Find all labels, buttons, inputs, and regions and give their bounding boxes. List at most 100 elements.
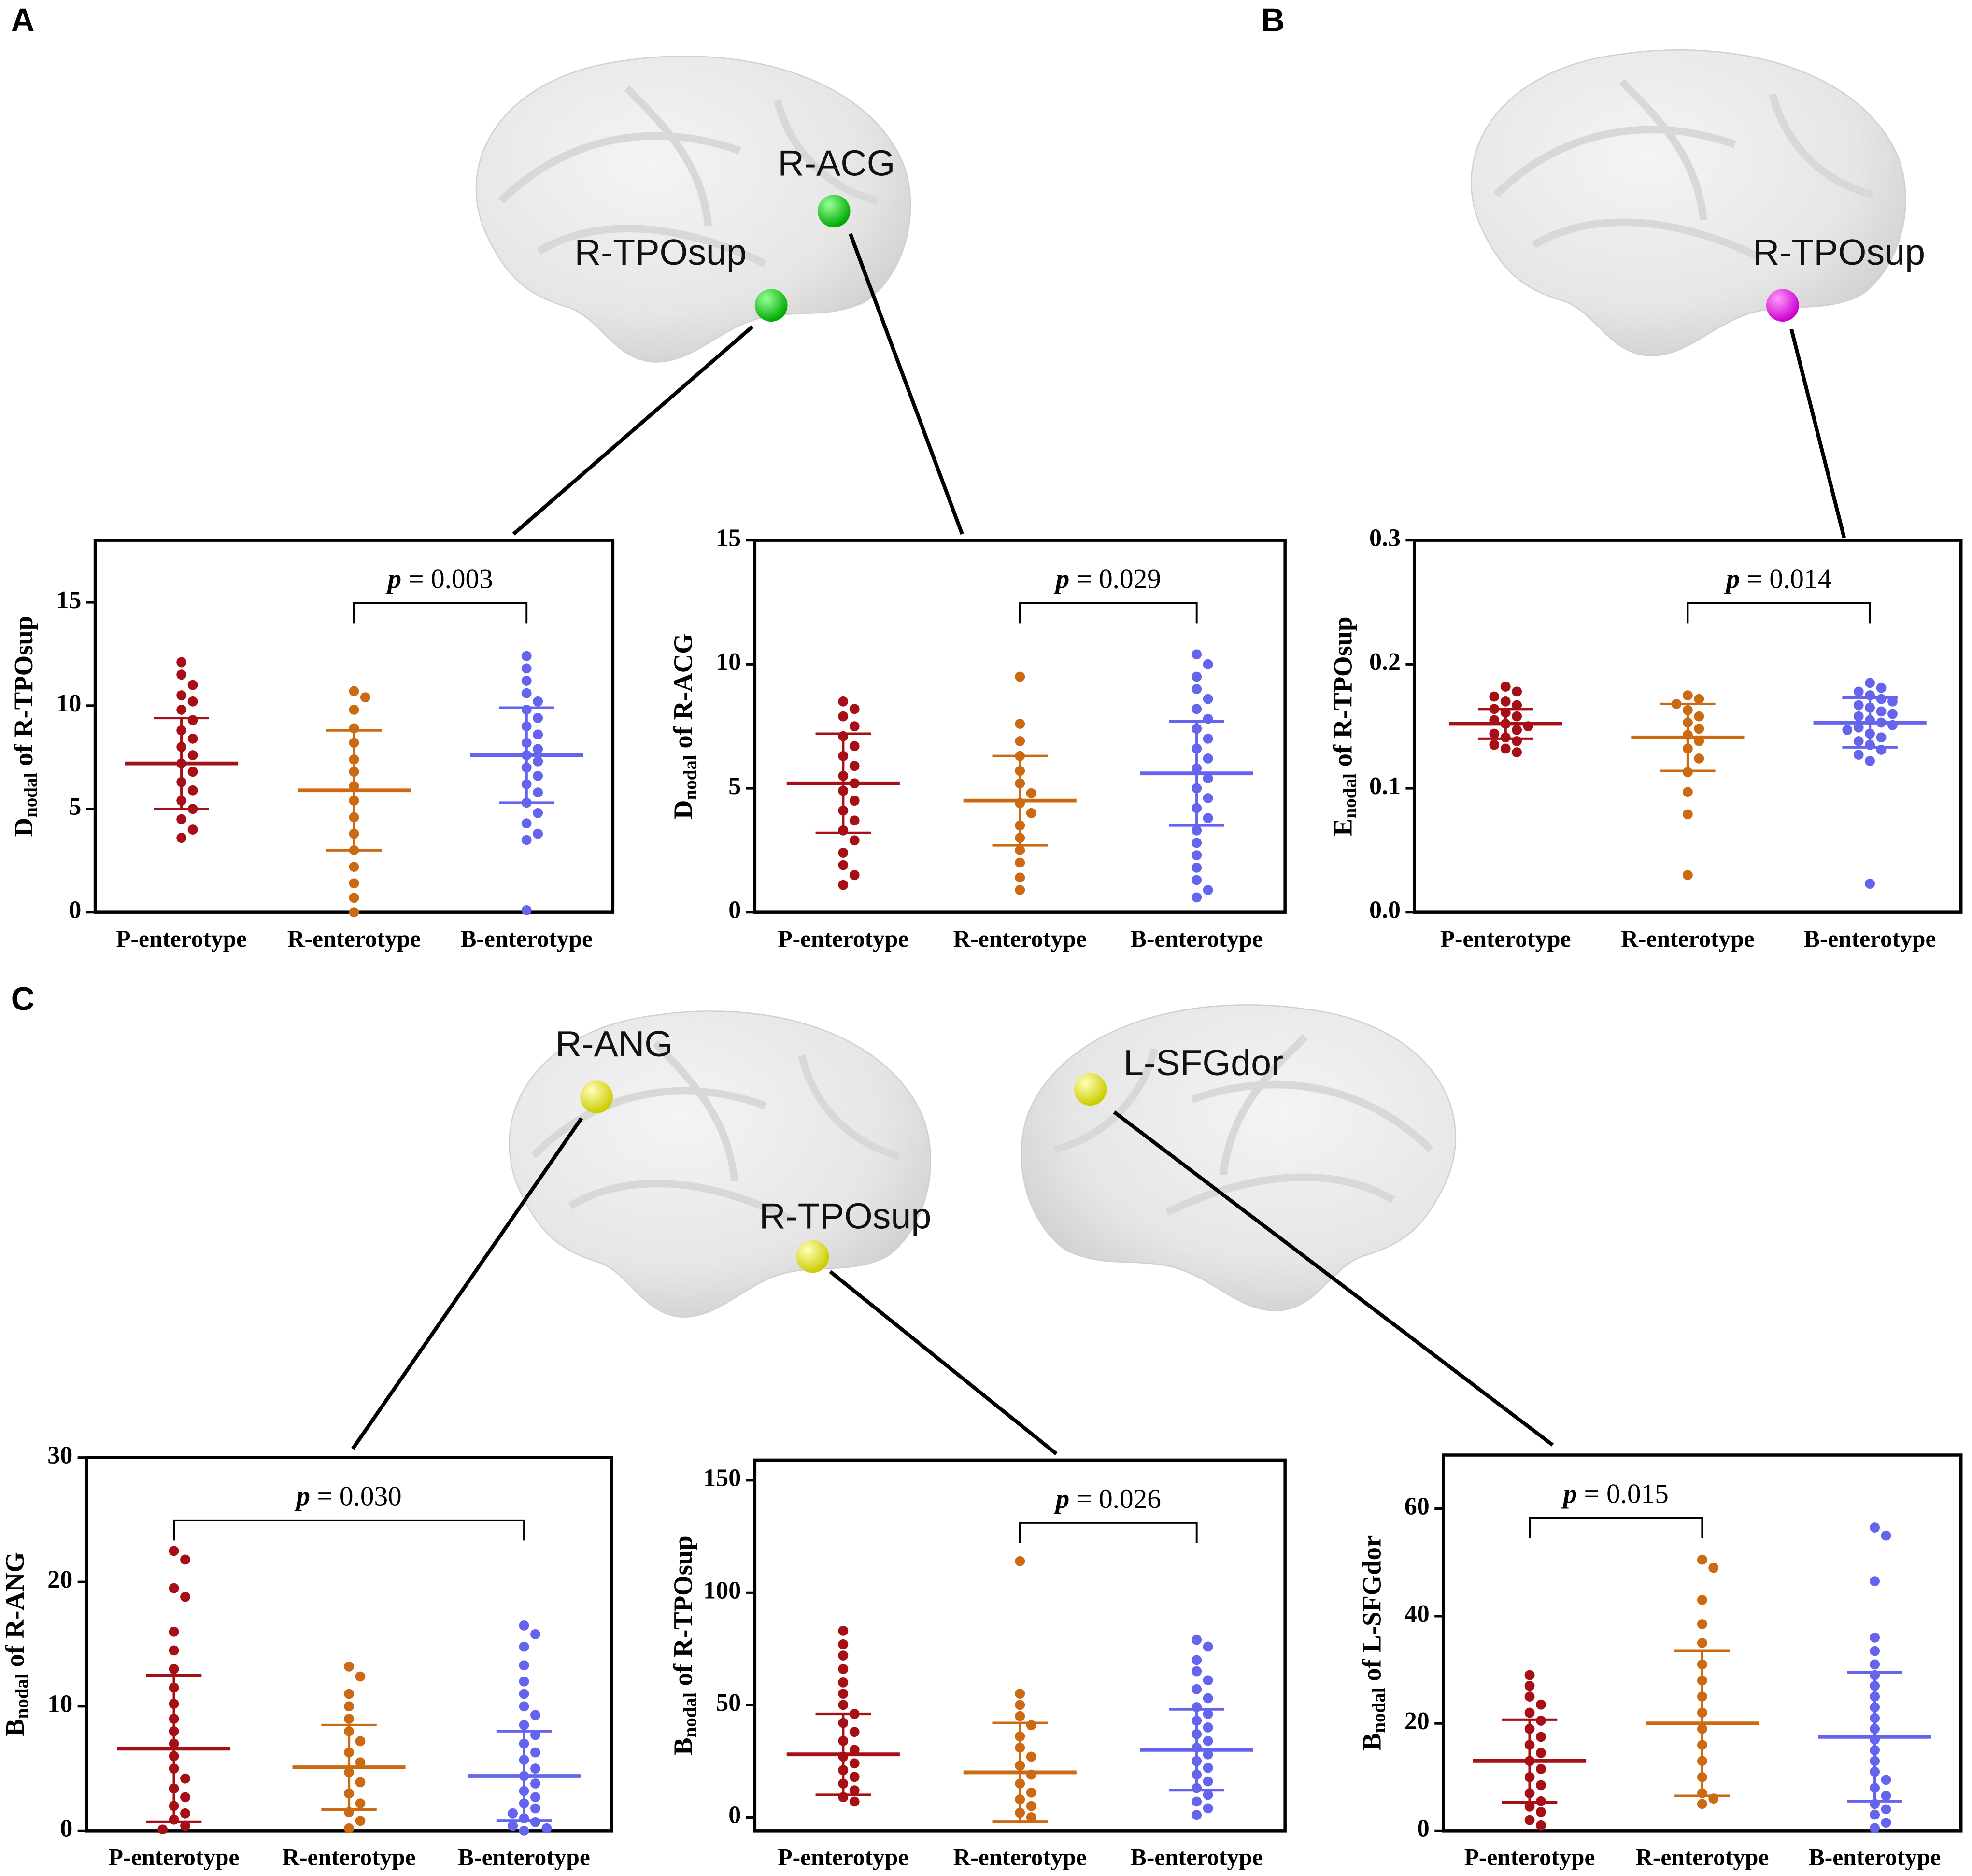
data-point xyxy=(519,1701,529,1712)
data-point xyxy=(1489,691,1500,702)
data-point xyxy=(838,711,849,722)
data-point xyxy=(1026,1751,1036,1762)
data-point xyxy=(521,688,532,698)
data-point xyxy=(1870,1576,1880,1587)
data-point xyxy=(1536,1764,1546,1774)
y-tick-label: 10 xyxy=(56,690,81,717)
data-point xyxy=(355,1671,366,1682)
data-point xyxy=(1683,809,1693,820)
x-tick-label: B-enterotype xyxy=(1131,1844,1263,1871)
data-point xyxy=(1192,862,1202,873)
data-point xyxy=(344,1823,354,1833)
data-point xyxy=(1853,736,1864,746)
y-tick-label: 0 xyxy=(69,896,81,924)
data-point xyxy=(838,1689,849,1699)
y-tick-label: 0.0 xyxy=(1369,896,1401,924)
x-tick-label: P-enterotype xyxy=(109,1844,240,1871)
y-axis-label-part: nodal xyxy=(12,1674,32,1719)
data-point xyxy=(1536,1780,1546,1791)
data-point xyxy=(1203,1709,1213,1719)
data-point xyxy=(849,721,860,732)
data-point xyxy=(1203,1641,1213,1652)
data-point xyxy=(1865,678,1875,688)
data-point xyxy=(1203,793,1213,803)
data-point xyxy=(1881,1818,1891,1828)
data-point xyxy=(1203,1803,1213,1814)
data-point xyxy=(1876,732,1887,743)
data-point xyxy=(533,828,543,839)
data-point xyxy=(1881,1775,1891,1785)
data-point xyxy=(1015,1711,1025,1721)
y-tick-label: 0 xyxy=(1417,1815,1430,1842)
data-point xyxy=(355,1798,366,1809)
data-point xyxy=(1203,813,1213,823)
y-axis-label-part: B xyxy=(1357,1733,1386,1750)
data-point xyxy=(1203,733,1213,744)
y-tick-label: 10 xyxy=(716,648,741,676)
data-point xyxy=(1694,694,1704,704)
data-point xyxy=(533,744,543,754)
data-point xyxy=(176,833,187,843)
x-tick-label: P-enterotype xyxy=(116,925,247,952)
data-point xyxy=(838,860,849,870)
data-point xyxy=(838,848,849,858)
x-tick-label: P-enterotype xyxy=(778,925,908,952)
data-point xyxy=(530,1629,540,1639)
y-axis-label-part: E xyxy=(1328,818,1357,836)
data-point xyxy=(521,663,532,674)
data-point xyxy=(838,1625,849,1636)
data-point xyxy=(1853,700,1864,711)
y-tick-label: 0.1 xyxy=(1369,772,1401,800)
data-point xyxy=(1512,747,1522,757)
data-point xyxy=(1192,1796,1202,1807)
data-point xyxy=(1192,704,1202,714)
data-point xyxy=(533,787,543,797)
p-value-label: p = 0.026 xyxy=(1053,1484,1161,1514)
data-point xyxy=(1026,808,1036,818)
data-point xyxy=(1015,872,1025,883)
data-point xyxy=(1881,1530,1891,1541)
data-point xyxy=(176,814,187,824)
significance-bracket xyxy=(1687,602,1871,624)
data-point xyxy=(355,1757,366,1768)
data-point xyxy=(1192,1634,1202,1645)
data-point xyxy=(849,741,860,752)
data-point xyxy=(1192,1666,1202,1677)
y-axis-label: Dnodal of R-ACG xyxy=(668,633,700,819)
data-point xyxy=(355,1777,366,1788)
data-point xyxy=(1015,736,1025,746)
plot-frame xyxy=(753,539,1287,914)
data-point xyxy=(849,796,860,806)
data-point xyxy=(838,1700,849,1710)
data-point xyxy=(180,1792,190,1803)
y-tick-label: 0 xyxy=(728,896,741,924)
data-point xyxy=(519,1660,529,1671)
data-point xyxy=(1500,696,1511,707)
data-point xyxy=(1015,1556,1025,1566)
data-point xyxy=(1203,885,1213,895)
data-point xyxy=(849,815,860,826)
node xyxy=(817,195,851,227)
data-point xyxy=(344,1714,354,1724)
data-point xyxy=(1192,892,1202,903)
data-point xyxy=(530,1792,540,1803)
data-point xyxy=(169,1583,179,1593)
data-point xyxy=(1015,719,1025,729)
data-point xyxy=(1489,739,1500,750)
data-point xyxy=(1694,711,1704,722)
data-point xyxy=(1876,682,1887,693)
data-point xyxy=(176,690,187,700)
data-point xyxy=(849,870,860,881)
data-point xyxy=(360,692,370,703)
data-point xyxy=(1870,1809,1880,1820)
data-point xyxy=(169,1664,179,1674)
y-axis-label-part: B xyxy=(668,1737,697,1755)
connector xyxy=(848,233,964,535)
data-point xyxy=(1697,1799,1707,1809)
data-point xyxy=(180,1773,190,1784)
data-point xyxy=(1683,870,1693,881)
data-point xyxy=(344,1689,354,1699)
data-point xyxy=(1203,753,1213,764)
data-point xyxy=(187,824,198,835)
data-point xyxy=(1026,1812,1036,1822)
